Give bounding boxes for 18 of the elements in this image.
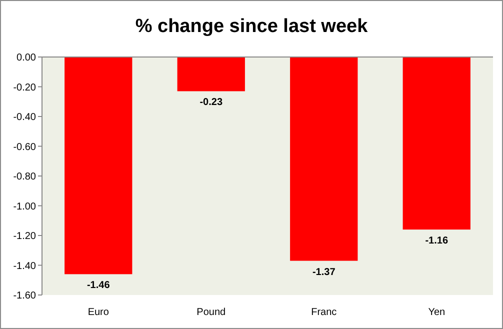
- chart-title: % change since last week: [135, 16, 368, 37]
- x-tick-label: Yen: [428, 307, 446, 318]
- data-label: -1.37: [312, 266, 336, 278]
- y-tick-label: -1.40: [13, 260, 36, 272]
- x-tick-label: Pound: [196, 307, 226, 318]
- y-tick-label: 0.00: [16, 52, 36, 64]
- data-label: -1.46: [86, 280, 110, 292]
- x-tick-label: Franc: [311, 307, 337, 318]
- y-tick-label: -0.20: [13, 82, 36, 94]
- y-tick-label: -0.60: [13, 142, 36, 153]
- data-label: -0.23: [200, 97, 223, 108]
- y-tick-label: -0.80: [13, 172, 36, 182]
- y-tick-label: -1.20: [13, 231, 36, 242]
- y-tick-label: -1.60: [13, 290, 36, 302]
- y-tick-label: -0.40: [13, 112, 36, 123]
- x-tick-label: Euro: [88, 307, 110, 318]
- y-tick-label: -1.00: [13, 201, 36, 212]
- data-label: -1.16: [425, 236, 448, 247]
